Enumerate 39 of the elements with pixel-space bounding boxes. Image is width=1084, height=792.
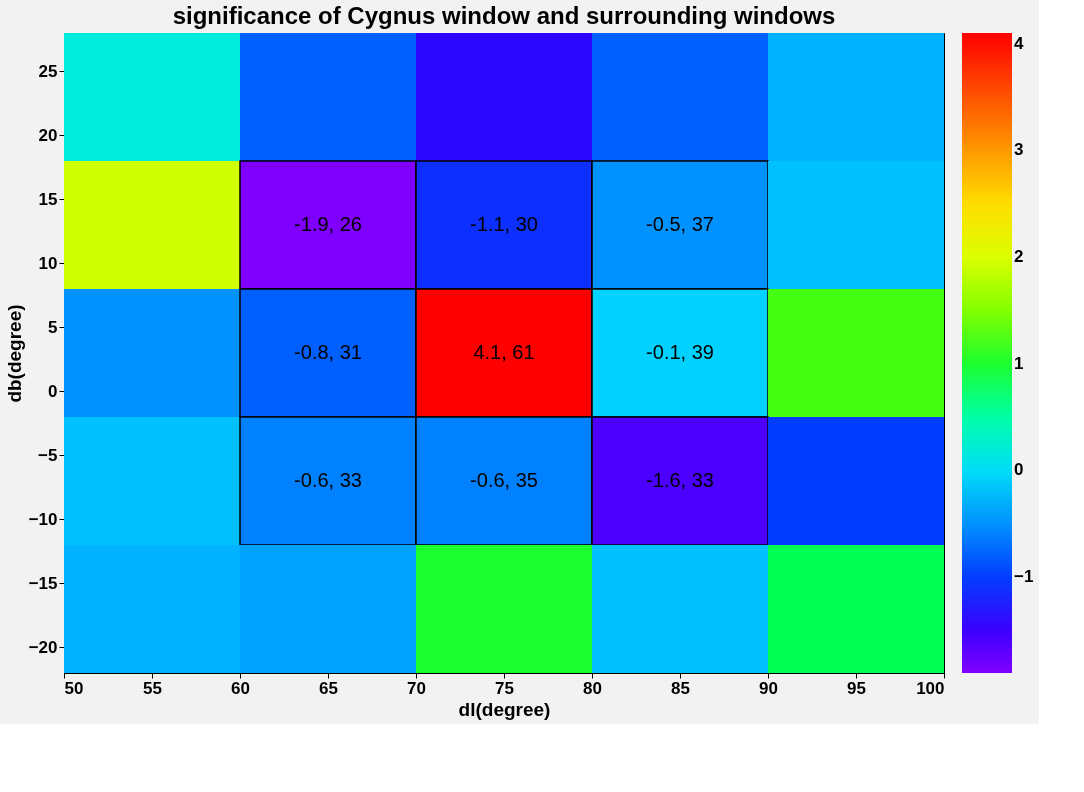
y-tick-label: −10 <box>28 509 58 529</box>
x-tick-label: 70 <box>407 678 426 698</box>
y-tick-label: 25 <box>38 61 58 81</box>
data-label: -1.6, 33 <box>646 469 714 491</box>
x-tick-label: 65 <box>319 678 338 698</box>
x-tick-label: 100 <box>916 678 945 698</box>
y-tick-label: −15 <box>28 573 58 593</box>
y-tick-label: −20 <box>28 637 58 657</box>
color-bar-label: −1 <box>1014 567 1034 586</box>
x-tick-label: 50 <box>64 678 84 698</box>
data-label: -0.6, 35 <box>470 469 538 491</box>
chart-title: significance of Cygnus window and surrounding windows <box>172 2 836 29</box>
color-bar-label: 3 <box>1014 140 1024 160</box>
x-tick-label: 80 <box>583 678 602 698</box>
y-tick-label: 10 <box>38 253 58 273</box>
y-axis-title: db(degree) <box>3 304 25 403</box>
data-label: -1.1, 30 <box>470 213 538 235</box>
data-label: -0.6, 33 <box>294 469 362 491</box>
x-tick-label: 55 <box>143 678 162 698</box>
y-tick-label: 5 <box>48 317 58 337</box>
color-bar-label: 4 <box>1014 33 1024 53</box>
data-label: -0.5, 37 <box>646 213 714 235</box>
data-label: -0.1, 39 <box>646 341 714 363</box>
y-tick-label: 20 <box>38 125 58 145</box>
x-tick-label: 60 <box>231 678 250 698</box>
x-axis-title: dl(degree) <box>458 698 551 720</box>
x-tick-label: 85 <box>671 678 690 698</box>
x-tick-label: 75 <box>495 678 514 698</box>
color-bar-label: 0 <box>1014 460 1024 480</box>
y-tick-label: 0 <box>48 381 58 401</box>
color-bar-label: 1 <box>1014 353 1024 373</box>
x-tick-label: 95 <box>847 678 866 698</box>
data-label: -1.9, 26 <box>294 213 362 235</box>
color-bar-label: 2 <box>1014 247 1024 266</box>
data-label: 4.1, 61 <box>473 341 535 363</box>
data-label: -0.8, 31 <box>294 341 362 363</box>
x-tick-label: 90 <box>759 678 778 698</box>
y-tick-label: 15 <box>38 189 58 209</box>
y-tick-label: −5 <box>38 445 58 465</box>
